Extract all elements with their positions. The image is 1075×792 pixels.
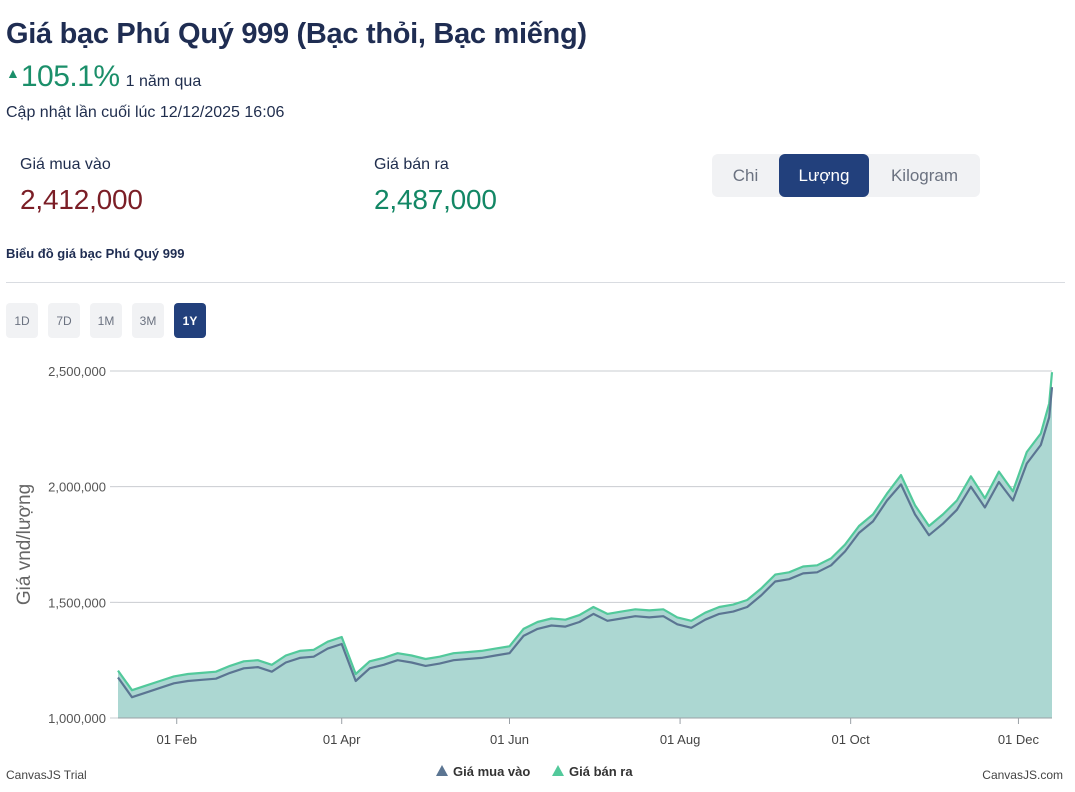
buy-price-box: Giá mua vào 2,412,000 (20, 156, 143, 216)
y-tick-label: 1,000,000 (48, 711, 106, 726)
change-percent: 105.1% (20, 60, 120, 93)
range-button-1y[interactable]: 1Y (174, 303, 206, 338)
range-button-1m[interactable]: 1M (90, 303, 122, 338)
range-selector: 1D 7D 1M 3M 1Y (6, 303, 206, 338)
x-tick-label: 01 Aug (660, 732, 701, 747)
chart-title: Biểu đồ giá bạc Phú Quý 999 (6, 246, 185, 261)
series-line-gia-mua-vao (117, 387, 1054, 699)
series-area-gia-ban-ra (118, 372, 1052, 718)
legend-marker (436, 765, 448, 776)
price-change: ▲ 105.1% 1 năm qua (6, 60, 201, 94)
sell-price-value: 2,487,000 (374, 184, 497, 215)
range-button-7d[interactable]: 7D (48, 303, 80, 338)
change-period: 1 năm qua (125, 73, 202, 90)
sell-price-box: Giá bán ra 2,487,000 (374, 156, 497, 216)
range-button-1d[interactable]: 1D (6, 303, 38, 338)
y-axis-title: Giá vnd/lượng (14, 484, 35, 605)
divider (6, 282, 1065, 283)
credit-link[interactable]: CanvasJS.com (982, 768, 1063, 782)
series-line-gia-ban-ra (117, 372, 1054, 692)
credit-trial: CanvasJS Trial (6, 768, 87, 782)
x-tick-label: 01 Feb (156, 732, 196, 747)
legend-marker (552, 765, 564, 776)
unit-button-chi[interactable]: Chi (732, 165, 759, 185)
legend-label: Giá bán ra (569, 764, 633, 779)
legend-label: Giá mua vào (453, 764, 530, 779)
y-tick-label: 2,000,000 (48, 480, 106, 495)
x-tick-label: 01 Jun (490, 732, 529, 747)
x-tick-label: 01 Dec (998, 732, 1040, 747)
unit-button-kilogram[interactable]: Kilogram (890, 165, 959, 185)
unit-toggle: Chi Lượng Kilogram (712, 154, 980, 197)
y-tick-label: 1,500,000 (48, 595, 106, 610)
up-arrow-icon: ▲ (6, 65, 20, 81)
buy-price-value: 2,412,000 (20, 184, 143, 215)
last-updated: Cập nhật lần cuối lúc 12/12/2025 16:06 (6, 104, 285, 121)
price-chart: 1,000,000 1,500,000 2,000,000 2,500,000 Giá … (14, 364, 1054, 779)
y-tick-label: 2,500,000 (48, 364, 106, 379)
buy-price-label: Giá mua vào (20, 156, 111, 173)
x-tick-label: 01 Oct (832, 732, 871, 747)
range-button-3m[interactable]: 3M (132, 303, 164, 338)
unit-button-luong[interactable]: Lượng (779, 154, 869, 197)
page-title: Giá bạc Phú Quý 999 (Bạc thỏi, Bạc miếng… (6, 18, 587, 50)
sell-price-label: Giá bán ra (374, 156, 449, 173)
x-tick-label: 01 Apr (323, 732, 361, 747)
